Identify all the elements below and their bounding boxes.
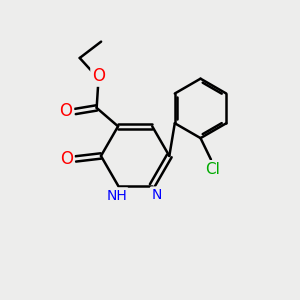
Text: O: O [59, 103, 72, 121]
Text: NH: NH [106, 189, 127, 203]
Text: Cl: Cl [205, 162, 220, 177]
Text: O: O [92, 67, 105, 85]
Text: N: N [152, 188, 162, 202]
Text: O: O [60, 150, 73, 168]
